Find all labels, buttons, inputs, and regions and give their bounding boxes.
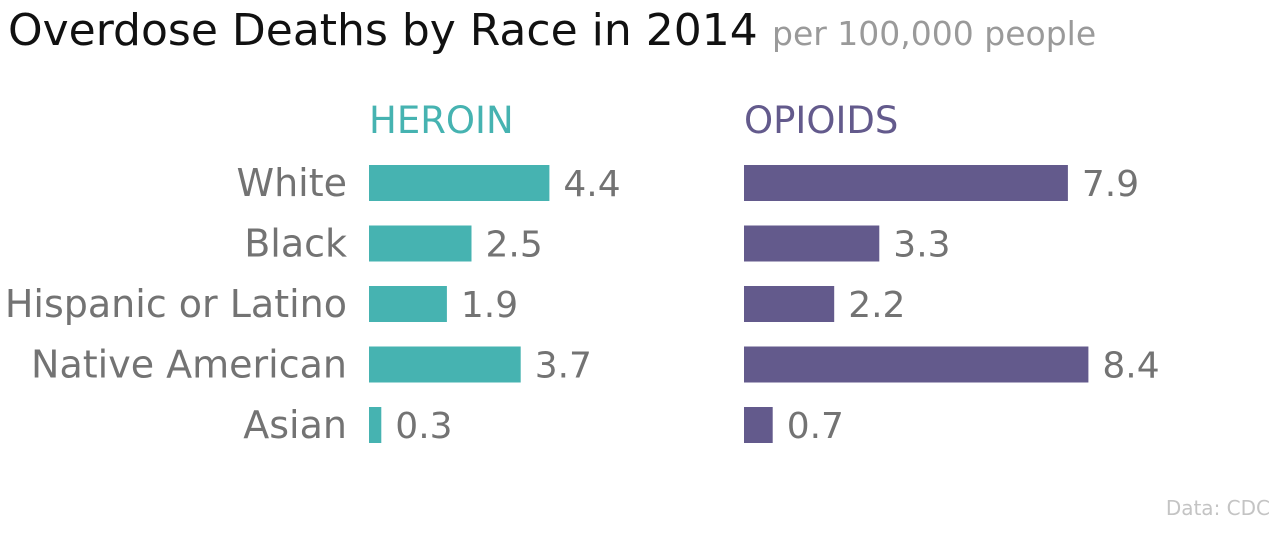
category-label-white: White [237,161,348,205]
category-label-asian: Asian [243,403,347,447]
bar-heroin-hispanic-or-latino [369,286,447,322]
bar-heroin-black [369,225,472,262]
value-label-heroin-white: 4.4 [563,164,620,205]
bar-heroin-white [369,165,550,201]
value-label-heroin-black: 2.5 [486,225,543,266]
value-label-opioids-black: 3.3 [893,225,950,266]
panel-title-opioids: OPIOIDS [744,99,898,142]
value-label-heroin-asian: 0.3 [395,406,452,447]
bar-opioids-asian [744,407,773,443]
value-label-opioids-hispanic-or-latino: 2.2 [848,285,905,326]
bar-heroin-native-american [369,346,521,383]
source-note: Data: CDC [1166,496,1270,520]
value-label-opioids-native-american: 8.4 [1102,346,1159,387]
value-label-heroin-native-american: 3.7 [535,346,592,387]
bar-opioids-black [744,225,880,262]
bar-opioids-hispanic-or-latino [744,286,835,322]
bar-opioids-white [744,165,1068,201]
bar-opioids-native-american [744,346,1089,383]
value-label-heroin-hispanic-or-latino: 1.9 [461,285,518,326]
category-label-hispanic-or-latino: Hispanic or Latino [5,282,347,326]
bars-layer: White Black Hispanic or Latino Native Ameri… [5,99,1160,447]
panel-title-heroin: HEROIN [369,99,514,142]
value-label-opioids-asian: 0.7 [787,406,844,447]
value-label-opioids-white: 7.9 [1082,164,1139,205]
category-label-black: Black [244,222,347,266]
bar-heroin-asian [369,407,382,443]
category-label-native-american: Native American [31,343,347,387]
chart-title: Overdose Deaths by Race in 2014 [8,5,758,56]
chart-subtitle: per 100,000 people [772,14,1096,53]
